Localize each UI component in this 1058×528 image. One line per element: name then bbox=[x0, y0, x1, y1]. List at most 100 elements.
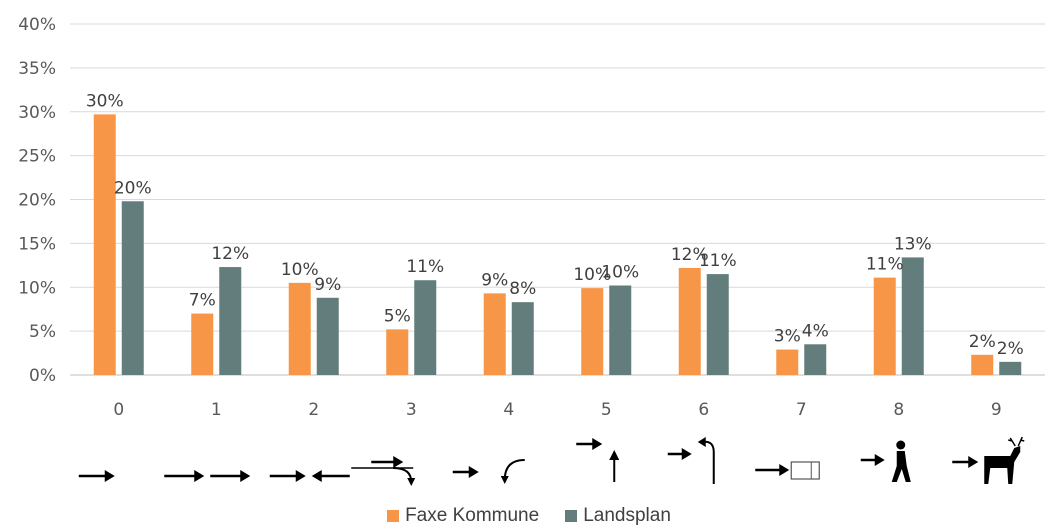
category-icons bbox=[78, 436, 1025, 486]
legend-swatch-landsplan bbox=[565, 510, 578, 522]
bar-faxe-8 bbox=[873, 277, 896, 375]
turn-head bbox=[407, 478, 416, 486]
x-tick-label: 9 bbox=[991, 400, 1002, 420]
x-tick-label: 6 bbox=[698, 400, 709, 420]
arrow-head bbox=[968, 456, 979, 468]
data-label-landsplan: 8% bbox=[509, 279, 536, 299]
data-label-landsplan: 20% bbox=[114, 178, 152, 198]
x-tick-label: 5 bbox=[601, 400, 612, 420]
deer-antlers bbox=[1008, 436, 1025, 447]
arrow-head bbox=[468, 466, 479, 478]
x-tick-label: 4 bbox=[503, 400, 514, 420]
bar-landsplan-1 bbox=[219, 267, 242, 375]
bar-landsplan-5 bbox=[609, 285, 632, 375]
u-turn-path bbox=[701, 440, 715, 484]
bar-landsplan-0 bbox=[121, 201, 144, 375]
arrow-head bbox=[681, 448, 692, 460]
x-tick-label: 3 bbox=[406, 400, 417, 420]
arrow-head bbox=[393, 456, 404, 468]
arrows-head-on-icon bbox=[269, 470, 350, 482]
arrow-head bbox=[311, 470, 322, 482]
parked-car bbox=[790, 461, 820, 480]
bar-chart: 0%5%10%15%20%25%30%35%40% 30%20%7%12%10%… bbox=[18, 15, 1045, 486]
bar-faxe-6 bbox=[678, 267, 701, 375]
gridlines bbox=[70, 23, 1045, 376]
data-label-landsplan: 11% bbox=[406, 257, 444, 277]
u-turn-head bbox=[697, 437, 706, 447]
data-label-faxe: 11% bbox=[866, 255, 904, 275]
bar-landsplan-3 bbox=[414, 280, 437, 375]
data-label-landsplan: 11% bbox=[699, 251, 737, 271]
arrow-deer-icon bbox=[952, 436, 1025, 484]
y-tick-label: 15% bbox=[18, 234, 56, 254]
arrow-head bbox=[874, 454, 885, 466]
arrow-head bbox=[592, 438, 603, 450]
data-label-faxe: 7% bbox=[189, 291, 216, 311]
arrow-head bbox=[295, 470, 306, 482]
y-tick-label: 5% bbox=[29, 322, 56, 342]
data-label-landsplan: 2% bbox=[997, 339, 1024, 359]
bar-faxe-1 bbox=[191, 313, 214, 375]
bar-faxe-3 bbox=[386, 329, 409, 375]
y-tick-label: 25% bbox=[18, 147, 56, 167]
data-label-faxe: 5% bbox=[384, 306, 411, 326]
x-tick-label: 8 bbox=[893, 400, 904, 420]
data-label-faxe: 10% bbox=[573, 265, 611, 285]
pedestrian-body bbox=[891, 451, 911, 482]
arrow-head bbox=[194, 470, 205, 482]
legend-item-faxe: Faxe Kommune bbox=[387, 505, 539, 527]
bar-faxe-9 bbox=[971, 354, 994, 375]
legend: Faxe Kommune Landsplan bbox=[0, 504, 1058, 528]
arrows-crossing-icon bbox=[576, 438, 620, 482]
y-axis: 0% 5% 10% 15% 20% 25% 30% 35% 40% bbox=[18, 15, 56, 386]
bar-landsplan-7 bbox=[804, 344, 827, 375]
turn-head bbox=[500, 476, 509, 484]
data-label-landsplan: 12% bbox=[211, 244, 249, 264]
legend-swatch-faxe bbox=[387, 510, 400, 522]
legend-item-landsplan: Landsplan bbox=[565, 505, 671, 527]
data-label-faxe: 12% bbox=[671, 245, 709, 265]
y-tick-label: 35% bbox=[18, 59, 56, 79]
x-tick-label: 2 bbox=[308, 400, 319, 420]
x-tick-label: 1 bbox=[211, 400, 222, 420]
bar-faxe-7 bbox=[776, 349, 799, 375]
deer-body bbox=[984, 446, 1021, 484]
data-label-faxe: 10% bbox=[281, 260, 319, 280]
bar-landsplan-4 bbox=[511, 302, 534, 375]
arrow-head bbox=[779, 464, 790, 476]
pedestrian-head bbox=[896, 440, 906, 450]
arrow-following-icon bbox=[164, 470, 251, 482]
arrow-parked-car-icon bbox=[755, 461, 820, 480]
x-tick-label: 7 bbox=[796, 400, 807, 420]
legend-label-landsplan: Landsplan bbox=[583, 505, 671, 526]
y-tick-label: 20% bbox=[18, 191, 56, 211]
arrow-pedestrian-icon bbox=[860, 440, 911, 482]
y-tick-label: 10% bbox=[18, 278, 56, 298]
y-tick-label: 0% bbox=[29, 366, 56, 386]
data-label-landsplan: 10% bbox=[601, 262, 639, 282]
y-tick-label: 40% bbox=[18, 15, 56, 35]
bar-landsplan-2 bbox=[316, 297, 339, 375]
arrow-head bbox=[104, 470, 115, 482]
arrow-head bbox=[240, 470, 251, 482]
data-label-landsplan: 4% bbox=[802, 321, 829, 341]
bar-faxe-0 bbox=[93, 114, 116, 375]
bar-landsplan-8 bbox=[901, 257, 924, 375]
y-tick-label: 30% bbox=[18, 103, 56, 123]
arrow-head bbox=[609, 450, 620, 460]
data-label-faxe: 2% bbox=[969, 332, 996, 352]
arrow-u-turn-icon bbox=[667, 437, 715, 484]
data-labels: 30%20%7%12%10%9%5%11%9% 8%10%10%12%11%3% 4… bbox=[86, 91, 1024, 358]
x-axis: 0 1 2 3 4 5 6 7 8 9 bbox=[113, 400, 1001, 420]
data-label-faxe: 9% bbox=[481, 270, 508, 290]
x-tick-label: 0 bbox=[113, 400, 124, 420]
data-label-faxe: 3% bbox=[774, 327, 801, 347]
bar-landsplan-6 bbox=[706, 274, 729, 375]
data-label-faxe: 30% bbox=[86, 91, 124, 111]
bars bbox=[93, 114, 1022, 375]
arrow-turn-left-icon bbox=[452, 459, 525, 484]
bar-faxe-4 bbox=[483, 293, 506, 375]
data-label-landsplan: 9% bbox=[314, 275, 341, 295]
arrow-straight-icon bbox=[78, 470, 115, 482]
legend-label-faxe: Faxe Kommune bbox=[405, 505, 540, 526]
